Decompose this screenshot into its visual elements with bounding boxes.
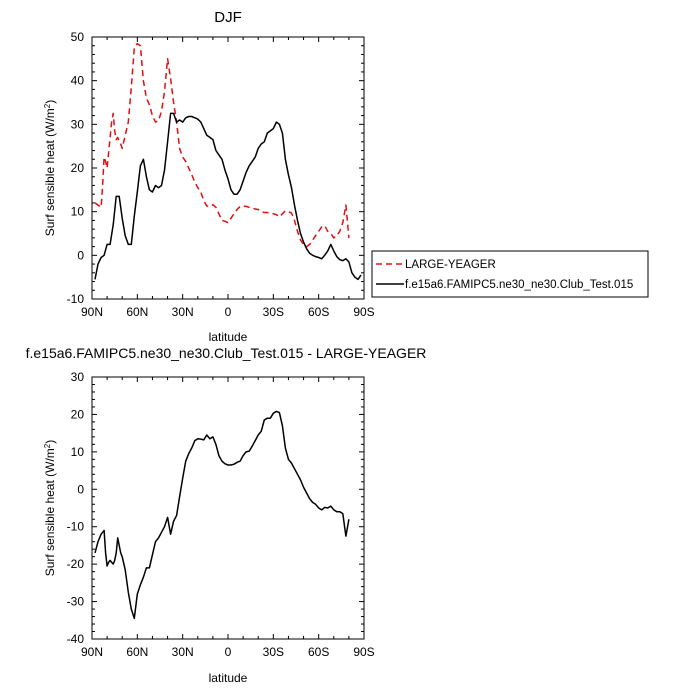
- x-tick-label: 0: [225, 645, 232, 659]
- x-tick-label: 30N: [172, 645, 194, 659]
- x-tick-label: 30N: [172, 305, 194, 319]
- x-tick-label: 90S: [353, 305, 374, 319]
- top-chart-frame: [91, 36, 365, 300]
- y-tick-label: 50: [71, 30, 85, 44]
- legend-label-large-yeager: LARGE-YEAGER: [405, 259, 496, 271]
- x-tick-label: 60S: [308, 305, 329, 319]
- bottom-chart-series: [94, 410, 350, 620]
- bottom-chart-xlabel: latitude: [209, 671, 248, 685]
- top-chart: DJF 90N 60N 30N 0 30S 60S 90S -10 0 10 20 30 40 50 la…: [43, 9, 375, 344]
- series-line-0-0: [94, 42, 350, 248]
- y-tick-label: -30: [67, 595, 85, 609]
- bottom-ylabel-sup: 2: [43, 443, 52, 448]
- y-tick-label: 30: [71, 117, 85, 131]
- x-tick-label: 60N: [126, 305, 148, 319]
- series-line-1-0: [94, 410, 350, 620]
- x-tick-label: 30S: [263, 645, 284, 659]
- top-chart-series: [94, 42, 362, 281]
- x-tick-label: 0: [225, 305, 232, 319]
- y-tick-label: 20: [71, 161, 85, 175]
- x-tick-label: 90S: [353, 645, 374, 659]
- top-chart-xlabel: latitude: [209, 330, 248, 344]
- bottom-ylabel-close: ): [43, 440, 57, 444]
- series-line-0-1: [94, 112, 362, 281]
- bottom-chart-ylabel: Surf sensible heat (W/m2): [43, 440, 57, 577]
- y-tick-label: 20: [71, 407, 85, 421]
- bottom-ylabel-main: Surf sensible heat (W/m: [43, 448, 57, 576]
- y-tick-label: 10: [71, 445, 85, 459]
- y-tick-label: 0: [77, 248, 84, 262]
- x-tick-label: 60N: [126, 645, 148, 659]
- y-tick-label: -20: [67, 557, 85, 571]
- legend-label-club-test: f.e15a6.FAMIPC5.ne30_ne30.Club_Test.015: [405, 279, 633, 291]
- bottom-chart-frame: [91, 376, 365, 640]
- y-tick-label: 30: [71, 370, 85, 384]
- bottom-chart-title: f.e15a6.FAMIPC5.ne30_ne30.Club_Test.015 …: [26, 345, 427, 361]
- legend-box: [371, 250, 649, 298]
- x-tick-label: 90N: [81, 645, 103, 659]
- top-chart-title: DJF: [214, 9, 242, 26]
- y-tick-label: 0: [77, 482, 84, 496]
- top-ylabel-main: Surf sensible heat (W/m: [43, 108, 57, 236]
- y-tick-label: 10: [71, 205, 85, 219]
- bottom-chart-axes: 90N 60N 30N 0 30S 60S 90S -40 -30 -20 -10 0 10 20 30: [67, 370, 375, 659]
- y-tick-label: -40: [67, 632, 85, 646]
- legend: LARGE-YEAGER f.e15a6.FAMIPC5.ne30_ne30.C…: [371, 250, 649, 298]
- y-tick-label: -10: [67, 292, 85, 306]
- y-tick-label: -10: [67, 520, 85, 534]
- top-chart-ylabel: Surf sensible heat (W/m2): [43, 100, 57, 237]
- top-ylabel-sup: 2: [43, 103, 52, 108]
- bottom-chart: f.e15a6.FAMIPC5.ne30_ne30.Club_Test.015 …: [26, 345, 427, 685]
- x-tick-label: 30S: [263, 305, 284, 319]
- x-tick-label: 60S: [308, 645, 329, 659]
- x-tick-label: 90N: [81, 305, 103, 319]
- top-chart-axes: 90N 60N 30N 0 30S 60S 90S -10 0 10 20 30 40 50: [67, 30, 375, 319]
- y-tick-label: 40: [71, 74, 85, 88]
- top-ylabel-close: ): [43, 100, 57, 104]
